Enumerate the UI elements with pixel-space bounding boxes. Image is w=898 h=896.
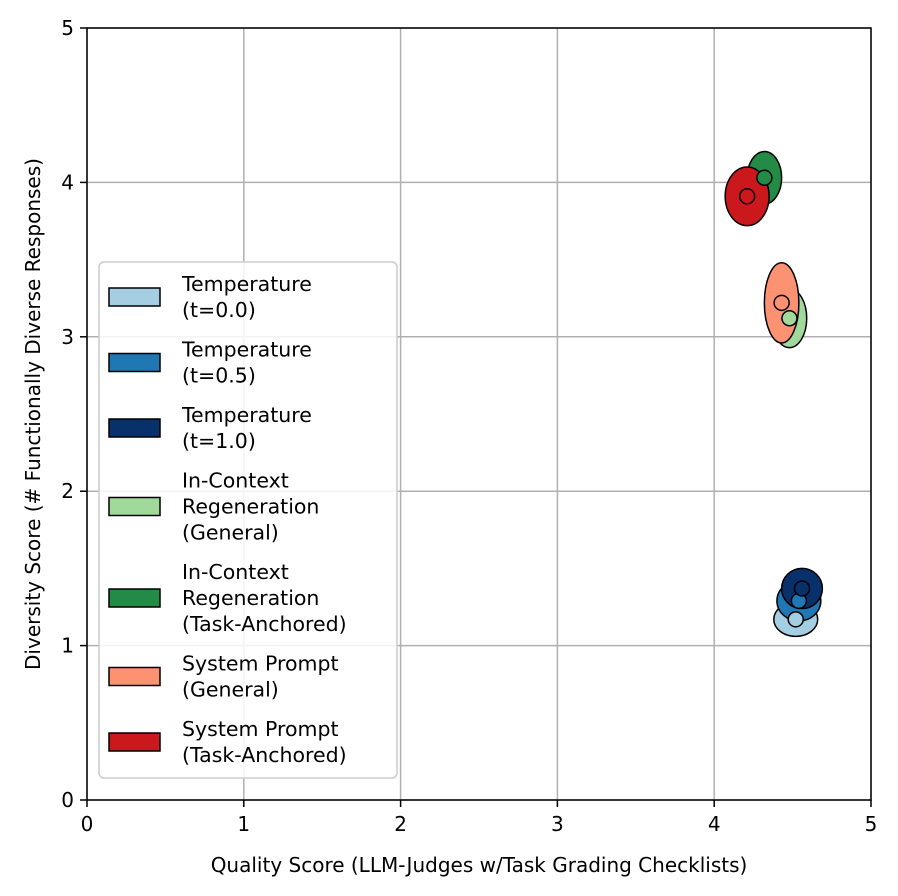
mean-point-5 xyxy=(773,294,790,312)
mean-point-4 xyxy=(756,169,773,187)
legend-label: (t=0.0) xyxy=(182,298,256,322)
legend-label: (General) xyxy=(182,521,279,545)
legend-swatch-5 xyxy=(108,666,161,687)
plot-frame xyxy=(86,27,872,801)
legend-swatch-2 xyxy=(108,418,161,438)
y-tick-label: 5 xyxy=(61,16,74,40)
legend-label: System Prompt xyxy=(182,652,339,676)
y-axis-label: Diversity Score (# Functionally Diverse … xyxy=(21,158,45,670)
x-tick-label: 3 xyxy=(551,812,564,836)
legend-label: (General) xyxy=(182,678,279,702)
x-axis-label: Quality Score (LLM-Judges w/Task Grading… xyxy=(211,853,748,877)
legend-swatch-3 xyxy=(108,496,161,517)
legend-label: (Task-Anchored) xyxy=(182,612,347,636)
legend-label: Temperature xyxy=(181,338,312,362)
x-tick-label: 2 xyxy=(394,812,407,836)
mean-point-6 xyxy=(738,188,756,205)
legend-swatch-0 xyxy=(108,287,161,307)
x-tick-label: 0 xyxy=(81,812,94,836)
y-tick-label: 0 xyxy=(61,788,74,812)
legend-label: Regeneration xyxy=(182,495,319,519)
legend-label: Temperature xyxy=(181,403,312,427)
mean-point-2 xyxy=(793,580,811,597)
mean-point-0 xyxy=(787,611,804,628)
legend-label: In-Context xyxy=(182,560,289,584)
legend-label: (t=0.5) xyxy=(182,364,256,388)
y-tick-label: 1 xyxy=(61,634,74,658)
mean-points xyxy=(738,169,811,628)
legend-label: In-Context xyxy=(182,469,289,493)
y-tick-label: 3 xyxy=(61,325,74,349)
mean-point-3 xyxy=(781,310,798,327)
x-tick-label: 1 xyxy=(237,812,250,836)
spread-ellipses xyxy=(724,150,824,638)
legend-label: (Task-Anchored) xyxy=(182,743,347,767)
legend-swatch-6 xyxy=(108,732,161,752)
legend-label: Temperature xyxy=(181,272,312,296)
axis-ticks: 0 1 2 3 4 5 0 1 2 3 4 5 xyxy=(61,16,877,836)
legend-label: (t=1.0) xyxy=(182,429,256,453)
y-tick-label: 2 xyxy=(61,479,74,503)
legend: Temperature(t=0.0)Temperature(t=0.5)Temp… xyxy=(98,261,398,779)
x-tick-label: 4 xyxy=(708,812,721,836)
y-tick-label: 4 xyxy=(61,170,74,194)
x-tick-label: 5 xyxy=(865,812,878,836)
legend-frame xyxy=(98,261,398,779)
legend-swatch-4 xyxy=(108,588,161,608)
legend-swatch-1 xyxy=(108,352,161,373)
legend-label: System Prompt xyxy=(182,717,339,741)
legend-label: Regeneration xyxy=(182,586,319,610)
